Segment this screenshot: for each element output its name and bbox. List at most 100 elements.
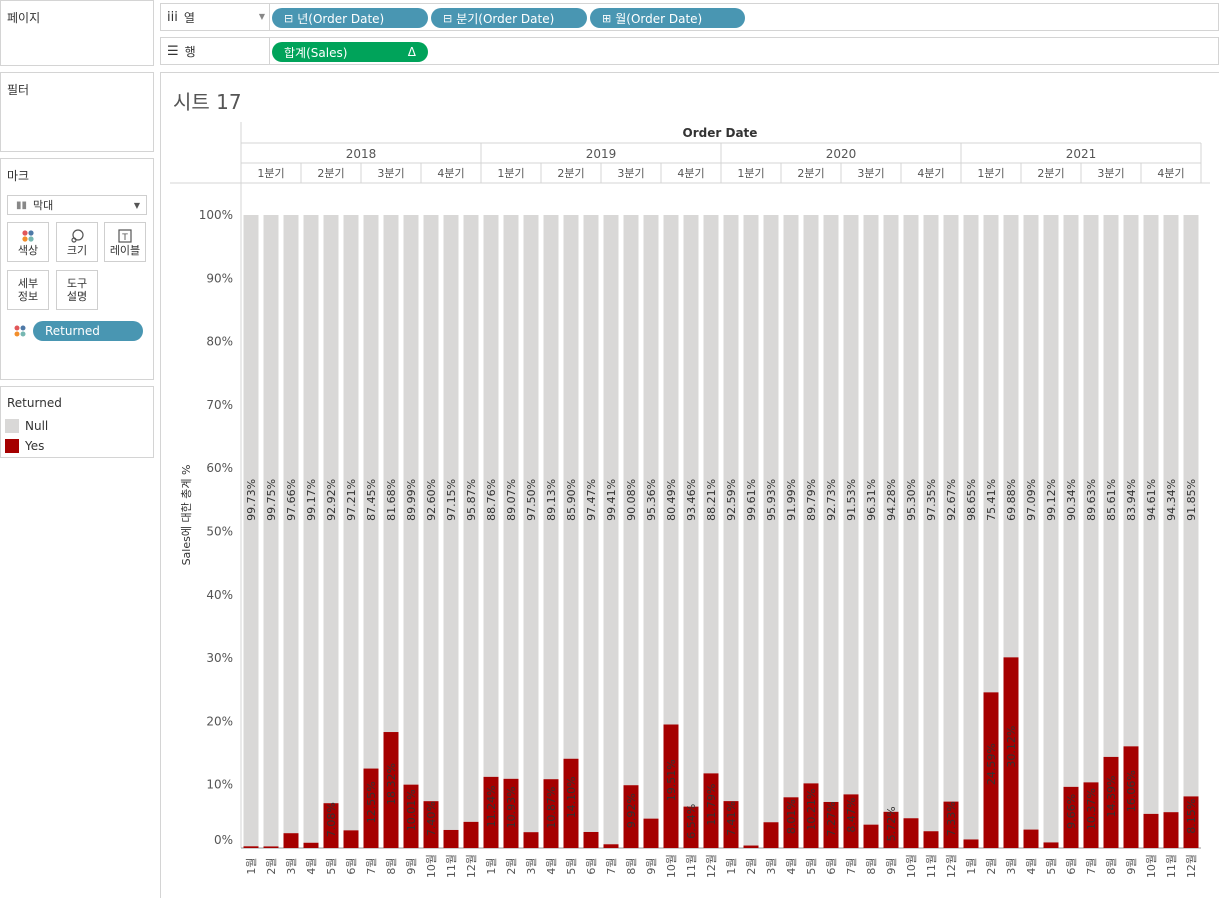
label-icon: T — [118, 228, 132, 243]
bar-yes-segment — [283, 833, 299, 848]
bar-null-segment — [743, 215, 759, 846]
columns-shelf-label: iii 열 ▼ — [161, 4, 270, 30]
legend-item-null[interactable]: Null — [5, 419, 48, 433]
bar-null-segment — [503, 215, 519, 779]
label-button[interactable]: T 레이블 — [104, 222, 146, 262]
month-tick-label: 6월 — [585, 857, 598, 874]
bar-yes-segment — [803, 783, 819, 848]
bar-null-segment — [723, 215, 739, 802]
rows-shelf[interactable]: ☰ 행 합계(Sales) Δ — [160, 37, 1219, 65]
sum-sales-pill[interactable]: 합계(Sales) Δ — [272, 42, 428, 62]
filters-panel[interactable]: 필터 — [0, 72, 154, 152]
collapse-icon: ⊟ — [443, 11, 453, 25]
bar-yes-label: 10.01% — [405, 789, 418, 831]
month-tick-label: 7월 — [845, 857, 858, 874]
bar-null-segment — [463, 215, 479, 822]
y-tick-label: 60% — [206, 461, 233, 475]
quarter-header: 1분기 — [977, 167, 1004, 180]
rows-shelf-label: ☰ 행 — [161, 38, 270, 64]
bar-yes-segment — [603, 844, 619, 848]
month-tick-label: 12월 — [945, 854, 958, 878]
bar-null-label: 99.12% — [1045, 479, 1058, 521]
bar-yes-segment — [1143, 813, 1159, 848]
bar-yes-label: 11.79% — [705, 784, 718, 826]
bar-yes-segment — [1083, 782, 1099, 848]
bar-null-label: 96.31% — [865, 479, 878, 521]
bar-null-segment — [563, 215, 579, 759]
quarter-order-date-pill[interactable]: ⊟ 분기(Order Date) — [431, 8, 587, 28]
bar-null-label: 97.50% — [525, 479, 538, 521]
bar-yes-label: 9.92% — [625, 793, 638, 828]
bar-yes-segment — [383, 732, 399, 848]
bar-null-segment — [943, 215, 959, 802]
rows-shelf-label-text: 행 — [184, 44, 196, 59]
legend-item-yes[interactable]: Yes — [5, 439, 44, 453]
bar-yes-segment — [403, 784, 419, 848]
size-button[interactable]: 크기 — [56, 222, 98, 262]
bar-yes-label: 10.21% — [805, 789, 818, 831]
color-palette-icon — [14, 325, 26, 337]
bar-yes-label: 18.32% — [385, 763, 398, 805]
bar-yes-label: 7.40% — [425, 801, 438, 836]
bar-null-segment — [1023, 215, 1039, 830]
bar-yes-segment — [363, 768, 379, 848]
bar-null-segment — [983, 215, 999, 693]
bar-null-label: 93.46% — [685, 479, 698, 521]
bar-null-segment — [1043, 215, 1059, 843]
pages-panel[interactable]: 페이지 — [0, 0, 154, 66]
legend-panel: Returned Null Yes — [0, 386, 154, 458]
month-tick-label: 7월 — [365, 857, 378, 874]
y-tick-label: 10% — [206, 778, 233, 792]
bar-yes-segment — [883, 811, 899, 848]
bar-null-segment — [1003, 215, 1019, 658]
bar-yes-segment — [263, 846, 279, 848]
bar-null-label: 92.92% — [325, 479, 338, 521]
bar-null-label: 95.87% — [465, 479, 478, 521]
bar-null-segment — [843, 215, 859, 795]
quarter-header: 4분기 — [677, 167, 704, 180]
month-tick-label: 5월 — [1045, 857, 1058, 874]
month-tick-label: 1월 — [965, 857, 978, 874]
tooltip-button[interactable]: 도구 설명 — [56, 270, 98, 310]
bar-null-label: 95.36% — [645, 479, 658, 521]
bar-yes-segment — [503, 778, 519, 848]
bar-yes-segment — [463, 821, 479, 848]
bar-null-label: 88.21% — [705, 479, 718, 521]
bar-null-segment — [1083, 215, 1099, 783]
quarter-header: 2분기 — [797, 167, 824, 180]
bar-null-segment — [303, 215, 319, 843]
mark-type-dropdown[interactable]: ▮▮ 막대 ▼ — [7, 195, 147, 215]
bar-null-segment — [363, 215, 379, 769]
bar-null-label: 95.93% — [765, 479, 778, 521]
columns-shelf[interactable]: iii 열 ▼ ⊟ 년(Order Date) ⊟ 분기(Order Date)… — [160, 3, 1219, 31]
quarter-header: 4분기 — [437, 167, 464, 180]
marks-panel-title: 마크 — [7, 169, 30, 183]
month-tick-label: 8월 — [625, 857, 638, 874]
y-tick-label: 30% — [206, 651, 233, 665]
bar-null-segment — [763, 215, 779, 823]
year-order-date-pill[interactable]: ⊟ 년(Order Date) — [272, 8, 428, 28]
bar-null-segment — [923, 215, 939, 832]
color-button[interactable]: 색상 — [7, 222, 49, 262]
month-tick-label: 6월 — [825, 857, 838, 874]
quarter-header: 1분기 — [257, 167, 284, 180]
bar-yes-label: 10.37% — [1085, 788, 1098, 830]
quarter-header: 3분기 — [617, 167, 644, 180]
y-tick-label: 50% — [206, 525, 233, 539]
bar-yes-segment — [623, 785, 639, 848]
bar-null-segment — [1143, 215, 1159, 814]
y-tick-label: 0% — [214, 833, 233, 847]
bar-null-label: 92.67% — [945, 479, 958, 521]
bar-null-label: 99.73% — [245, 479, 258, 521]
filters-panel-title: 필터 — [7, 83, 30, 97]
month-tick-label: 6월 — [345, 857, 358, 874]
returned-color-pill[interactable]: Returned — [33, 321, 143, 341]
month-order-date-pill[interactable]: ⊞ 월(Order Date) — [590, 8, 745, 28]
detail-button[interactable]: 세부 정보 — [7, 270, 49, 310]
month-tick-label: 4월 — [785, 857, 798, 874]
collapse-icon: ⊟ — [284, 11, 294, 25]
bar-null-segment — [443, 215, 459, 830]
bar-null-segment — [643, 215, 659, 819]
quarter-pill-label: 분기(Order Date) — [456, 11, 555, 26]
bar-yes-label: 11.24% — [485, 785, 498, 827]
